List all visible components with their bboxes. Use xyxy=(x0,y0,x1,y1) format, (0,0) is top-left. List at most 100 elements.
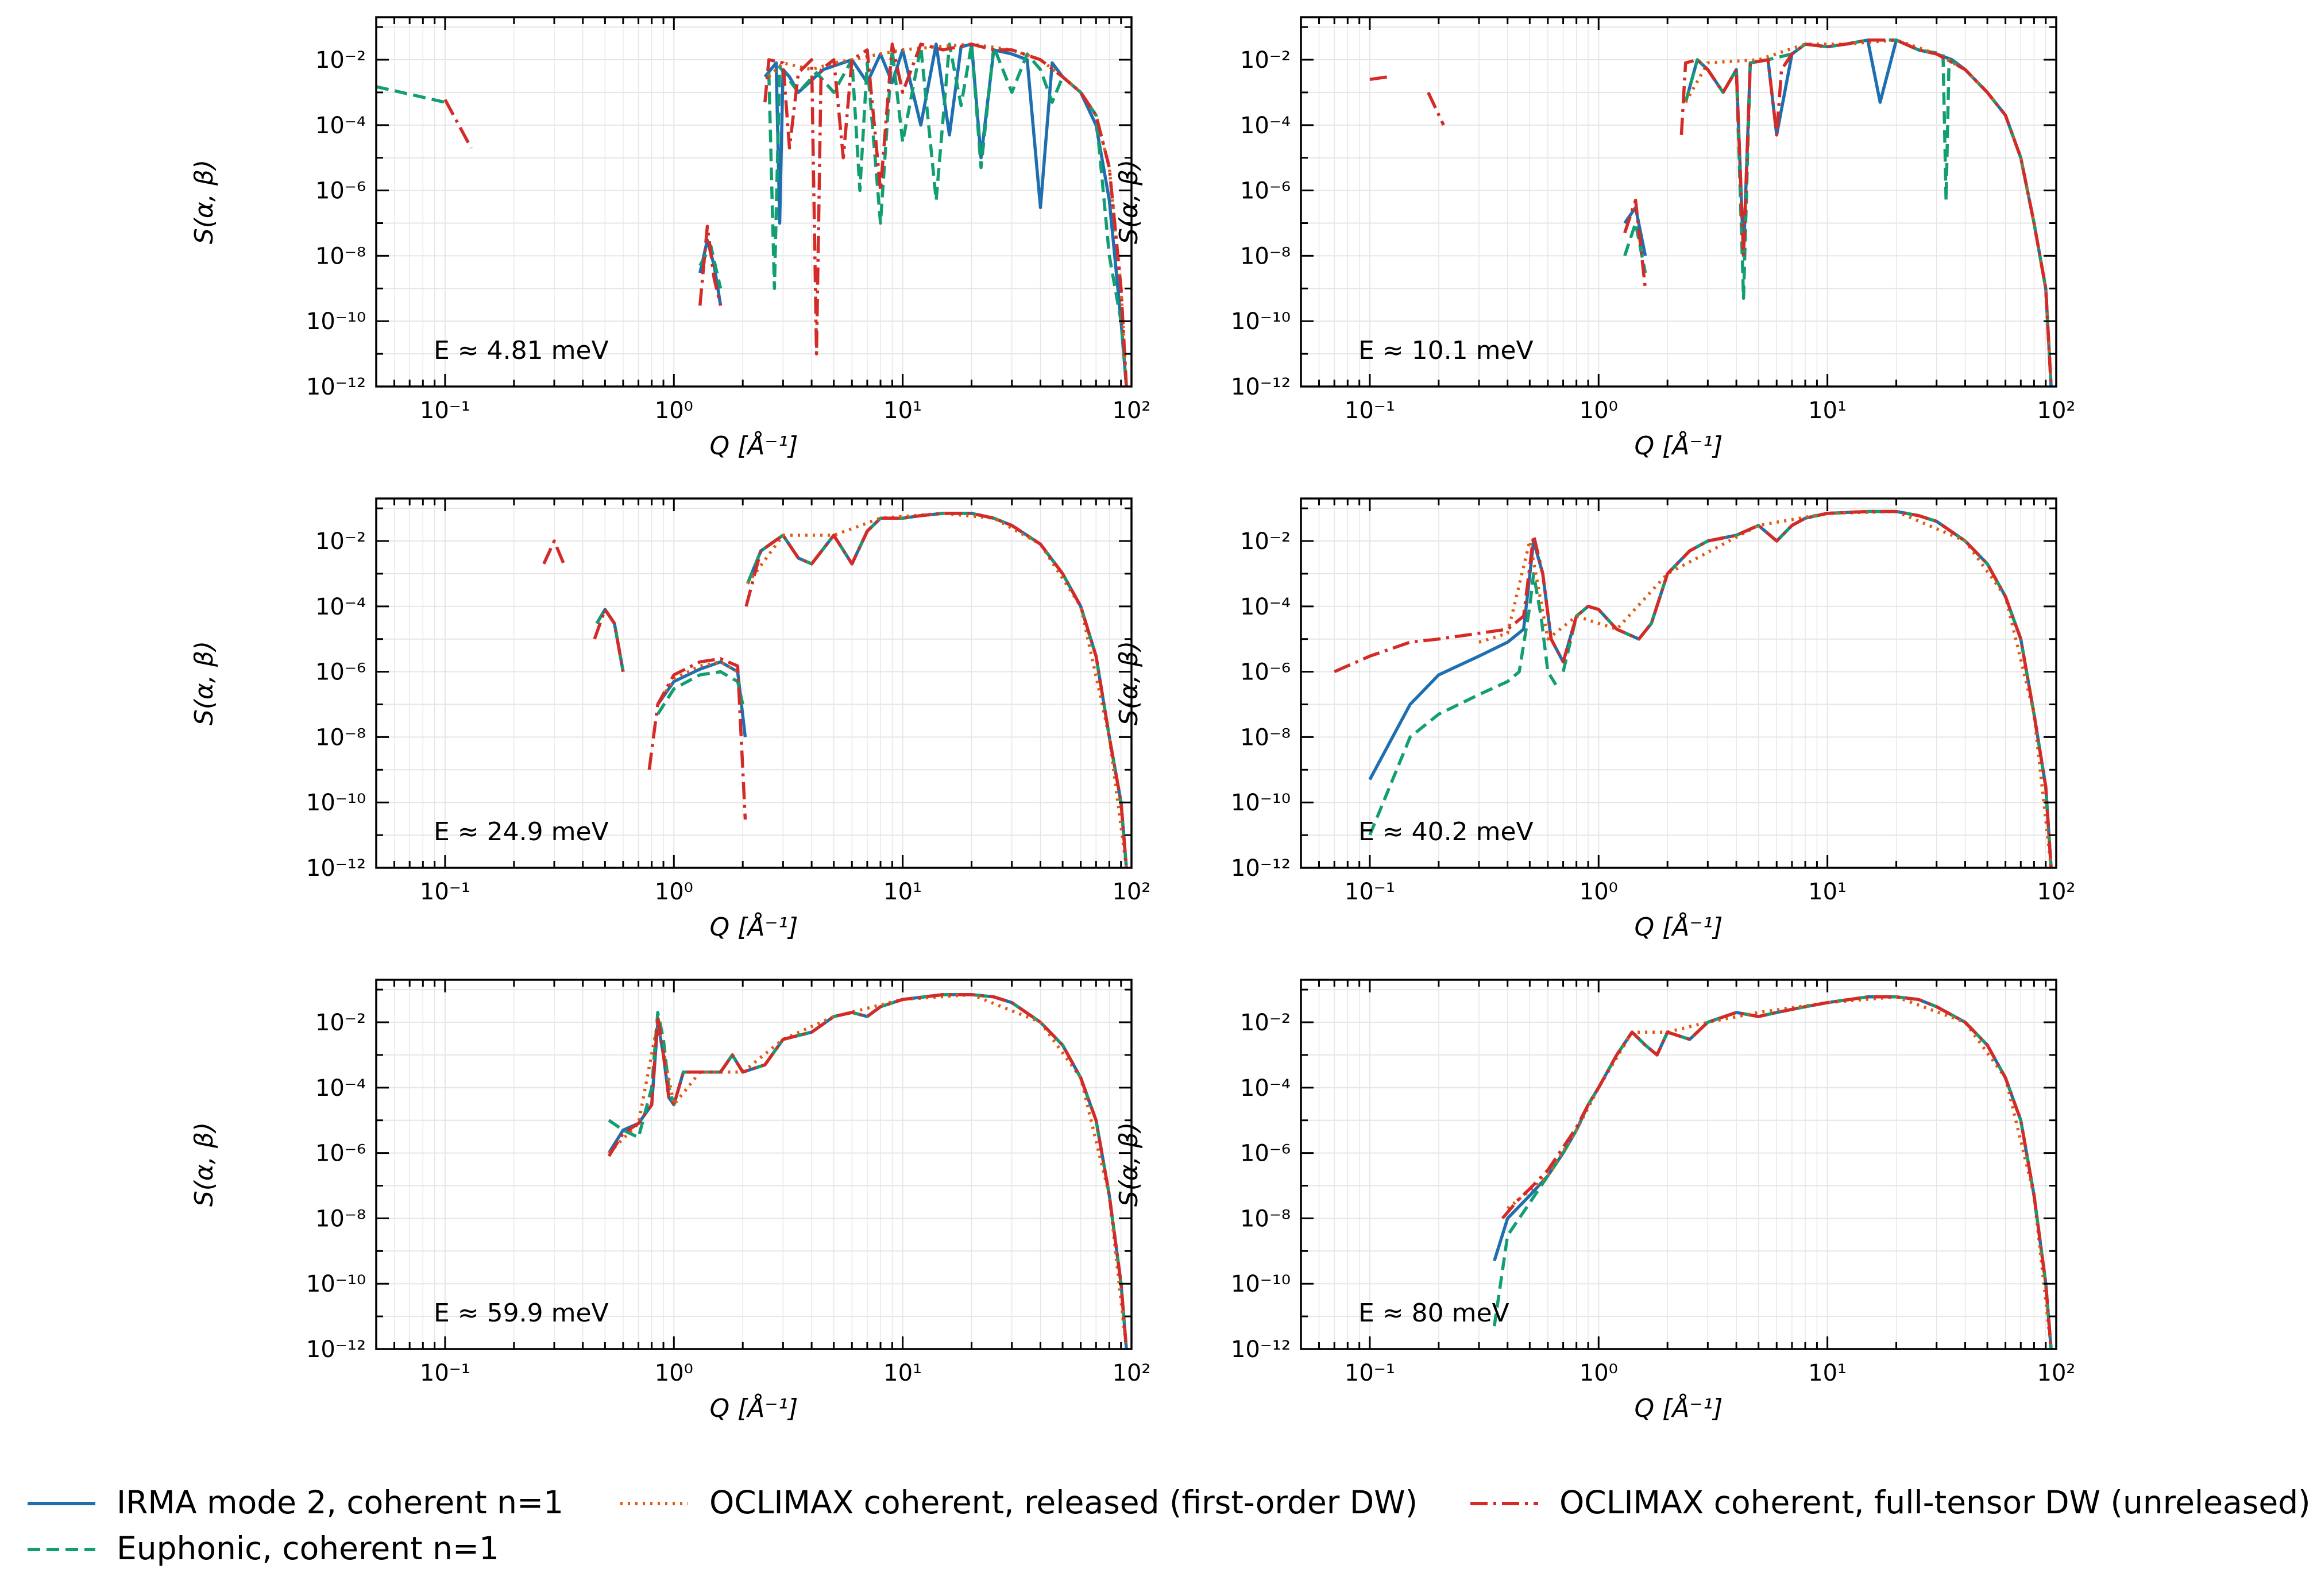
euphonic-line xyxy=(376,85,446,104)
oclimax-full-line xyxy=(542,539,566,565)
y-tick-label: 10⁻⁴ xyxy=(1240,1075,1291,1102)
legend-item: IRMA mode 2, coherent n=1 xyxy=(28,1484,563,1521)
x-tick-label: 10² xyxy=(2037,1360,2076,1386)
y-tick-label: 10⁻¹² xyxy=(1231,855,1291,882)
subplot-3: 10⁻¹ 10⁰ 10¹ 10² 10⁻¹² 10⁻¹⁰ 10⁻⁸ 10⁻⁶ 10⁻⁴ 10⁻² Q… xyxy=(190,497,1151,942)
oclimax-released-line xyxy=(1507,995,2053,1349)
axes-frame xyxy=(375,497,1133,869)
euphonic-line xyxy=(767,42,1128,387)
x-tick-label: 10⁻¹ xyxy=(1345,397,1395,424)
legend-item: Euphonic, coherent n=1 xyxy=(28,1530,499,1567)
oclimax-full-line xyxy=(698,225,723,306)
y-tick-label: 10⁻¹⁰ xyxy=(1231,790,1291,816)
axes-frame xyxy=(375,16,1133,388)
x-tick-label: 10¹ xyxy=(883,397,922,424)
oclimax-full-line xyxy=(1427,91,1445,126)
y-tick-label: 10⁻² xyxy=(1240,528,1291,555)
euphonic-line xyxy=(746,512,1128,868)
series-lines xyxy=(376,42,1128,387)
y-tick-label: 10⁻¹⁰ xyxy=(306,1271,366,1297)
axes-frame xyxy=(1300,979,2057,1350)
y-axis-label: S(α, β) xyxy=(190,1122,219,1207)
x-tick-label: 10⁰ xyxy=(655,397,693,424)
y-tick-label: 10⁻¹⁰ xyxy=(306,790,366,816)
gridlines xyxy=(376,980,1131,1350)
subplot-2: 10⁻¹ 10⁰ 10¹ 10² 10⁻¹² 10⁻¹⁰ 10⁻⁸ 10⁻⁶ 10⁻⁴ 10⁻² Q… xyxy=(1114,16,2076,461)
y-axis-label: S(α, β) xyxy=(190,160,219,244)
gridlines xyxy=(1300,980,2056,1350)
legend-item: OCLIMAX coherent, released (first-order … xyxy=(620,1484,1418,1521)
x-axis-label: Q [Å⁻¹] xyxy=(1635,430,1723,461)
x-tick-label: 10⁰ xyxy=(1579,879,1618,905)
oclimax-full-line xyxy=(1679,38,2053,387)
subplot-6: 10⁻¹ 10⁰ 10¹ 10² 10⁻¹² 10⁻¹⁰ 10⁻⁸ 10⁻⁶ 10⁻⁴ 10⁻² Q… xyxy=(1114,979,2076,1423)
series-lines xyxy=(542,512,1128,868)
x-tick-label: 10¹ xyxy=(1808,397,1847,424)
y-tick-label: 10⁻⁶ xyxy=(315,1141,366,1167)
y-tick-label: 10⁻⁶ xyxy=(1240,659,1291,686)
subplot-4: 10⁻¹ 10⁰ 10¹ 10² 10⁻¹² 10⁻¹⁰ 10⁻⁸ 10⁻⁶ 10⁻⁴ 10⁻² Q… xyxy=(1114,497,2075,942)
irma-line xyxy=(1368,509,2053,868)
oclimax-full-line xyxy=(1334,509,2053,868)
series-lines xyxy=(1492,995,2053,1349)
legend-label: OCLIMAX coherent, full-tensor DW (unrele… xyxy=(1559,1484,2311,1521)
gridlines xyxy=(1300,17,2056,387)
y-tick-label: 10⁻¹⁰ xyxy=(1231,308,1291,335)
x-tick-label: 10² xyxy=(2037,397,2076,424)
y-tick-label: 10⁻¹² xyxy=(1231,374,1291,400)
energy-annotation: E ≈ 4.81 meV xyxy=(434,336,609,365)
y-tick-label: 10⁻⁴ xyxy=(315,113,366,139)
gridlines xyxy=(376,17,1131,387)
y-tick-label: 10⁻⁶ xyxy=(315,178,366,204)
oclimax-full-line xyxy=(647,657,747,820)
y-tick-label: 10⁻¹² xyxy=(306,374,366,400)
x-axis-label: Q [Å⁻¹] xyxy=(1635,1393,1723,1423)
oclimax-full-line xyxy=(443,99,473,149)
y-tick-label: 10⁻⁸ xyxy=(1240,1205,1291,1232)
x-tick-label: 10¹ xyxy=(883,879,922,905)
y-tick-label: 10⁻⁸ xyxy=(315,243,366,269)
irma-line xyxy=(1493,995,2053,1349)
oclimax-released-line xyxy=(767,42,1128,387)
y-tick-label: 10⁻⁴ xyxy=(315,1075,366,1102)
legend-label: Euphonic, coherent n=1 xyxy=(117,1530,499,1567)
y-tick-label: 10⁻¹⁰ xyxy=(306,308,366,335)
y-tick-label: 10⁻² xyxy=(1240,1010,1291,1036)
x-tick-label: 10⁰ xyxy=(655,1360,693,1386)
x-tick-label: 10⁰ xyxy=(655,879,693,905)
subplot-5: 10⁻¹ 10⁰ 10¹ 10² 10⁻¹² 10⁻¹⁰ 10⁻⁸ 10⁻⁶ 10⁻⁴ 10⁻² Q… xyxy=(190,979,1150,1423)
legend-label: OCLIMAX coherent, released (first-order … xyxy=(709,1484,1418,1521)
y-tick-label: 10⁻¹² xyxy=(1231,1336,1291,1363)
euphonic-line xyxy=(1561,509,2053,868)
axes-frame xyxy=(1300,16,2057,388)
oclimax-full-line xyxy=(1501,995,2053,1349)
x-tick-label: 10⁻¹ xyxy=(420,1360,470,1386)
oclimax-released-line xyxy=(608,993,1128,1349)
subplot-grid: 10⁻¹ 10⁰ 10¹ 10² 10⁻¹² 10⁻¹⁰ 10⁻⁸ 10⁻⁶ 10⁻⁴ 10⁻² Q… xyxy=(190,16,2076,1423)
x-axis-label: Q [Å⁻¹] xyxy=(710,430,798,461)
x-tick-label: 10² xyxy=(1113,879,1151,905)
x-tick-label: 10⁻¹ xyxy=(420,397,470,424)
subplot-1: 10⁻¹ 10⁰ 10¹ 10² 10⁻¹² 10⁻¹⁰ 10⁻⁸ 10⁻⁶ 10⁻⁴ 10⁻² Q… xyxy=(190,16,1150,461)
y-tick-label: 10⁻² xyxy=(315,1010,366,1036)
y-tick-label: 10⁻⁸ xyxy=(1240,243,1291,269)
y-tick-label: 10⁻⁴ xyxy=(1240,113,1291,139)
y-tick-label: 10⁻⁸ xyxy=(315,724,366,751)
legend: IRMA mode 2, coherent n=1 Euphonic, coher… xyxy=(28,1484,2311,1567)
axes-frame xyxy=(375,979,1133,1350)
y-tick-label: 10⁻⁶ xyxy=(315,659,366,686)
x-tick-label: 10⁻¹ xyxy=(1345,879,1395,905)
energy-annotation: E ≈ 80 meV xyxy=(1358,1299,1509,1328)
x-tick-label: 10⁰ xyxy=(1579,397,1618,424)
euphonic-line xyxy=(656,670,744,716)
y-tick-label: 10⁻⁶ xyxy=(1240,1141,1291,1167)
y-tick-label: 10⁻¹² xyxy=(306,855,366,882)
x-tick-label: 10⁰ xyxy=(1579,1360,1618,1386)
y-axis-label: S(α, β) xyxy=(190,641,219,725)
y-tick-label: 10⁻² xyxy=(315,528,366,555)
series-lines xyxy=(607,993,1128,1349)
oclimax-full-line xyxy=(593,608,625,673)
oclimax-full-line xyxy=(763,42,1128,387)
x-tick-label: 10¹ xyxy=(883,1360,922,1386)
